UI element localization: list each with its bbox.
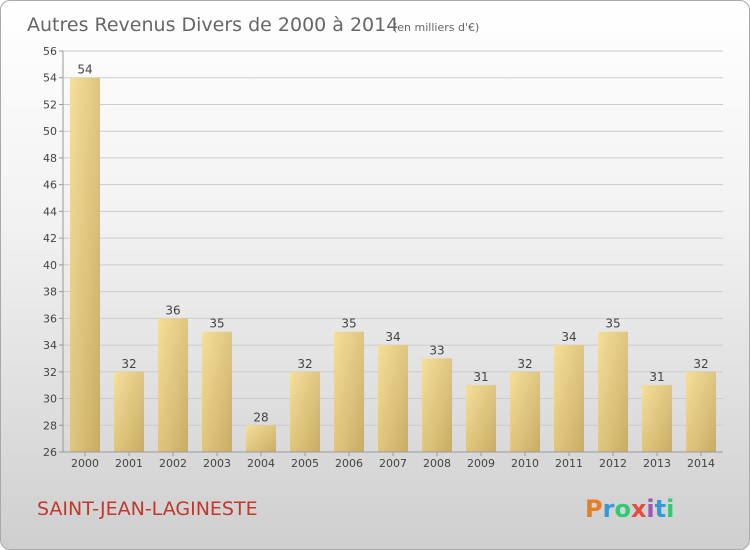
bar-2003 [202, 331, 232, 452]
data-label-2014: 32 [693, 357, 708, 371]
y-axis-ticks: 26 28 30 32 34 36 38 40 42 44 46 48 50 52 54 56 [43, 45, 63, 459]
data-label-2010: 32 [517, 357, 532, 371]
x-tick-label: 2000 [71, 457, 99, 470]
logo-letter: i [666, 495, 674, 523]
y-tick-label: 32 [43, 366, 57, 379]
data-label-2009: 31 [473, 370, 488, 384]
x-tick-label: 2008 [423, 457, 451, 470]
bar-2008 [422, 358, 452, 452]
logo-letter: x [631, 495, 647, 523]
logo-letter: o [614, 495, 631, 523]
bar-2000 [70, 77, 100, 452]
x-axis-ticks: 2000 2001 2002 2003 2004 2005 2006 2007 2008 2009… [71, 452, 715, 470]
x-tick-label: 2003 [203, 457, 231, 470]
y-tick-label: 30 [43, 393, 57, 406]
y-tick-label: 46 [43, 179, 57, 192]
x-tick-label: 2005 [291, 457, 319, 470]
y-tick-label: 40 [43, 259, 57, 272]
bar-2012 [598, 331, 628, 452]
data-label-2006: 35 [341, 317, 356, 331]
bar-2002 [158, 318, 188, 452]
y-tick-label: 52 [43, 98, 57, 111]
data-label-2002: 36 [165, 303, 180, 317]
proxiti-logo: Proxiti [585, 495, 674, 523]
x-tick-label: 2013 [643, 457, 671, 470]
bars [70, 77, 716, 452]
data-label-2012: 35 [605, 317, 620, 331]
x-tick-label: 2012 [599, 457, 627, 470]
x-tick-label: 2011 [555, 457, 583, 470]
bar-2004 [246, 425, 276, 452]
bar-2001 [114, 371, 144, 452]
chart-subtitle: (en milliers d'€) [393, 21, 479, 34]
bar-2011 [554, 345, 584, 452]
y-tick-label: 56 [43, 45, 57, 58]
logo-letter: i [646, 495, 654, 523]
x-tick-label: 2014 [687, 457, 715, 470]
x-tick-label: 2002 [159, 457, 187, 470]
data-label-2013: 31 [649, 370, 664, 384]
y-tick-label: 38 [43, 286, 57, 299]
bar-2014 [686, 371, 716, 452]
commune-name: SAINT-JEAN-LAGINESTE [37, 498, 258, 520]
data-label-2004: 28 [253, 410, 268, 424]
y-tick-label: 48 [43, 152, 57, 165]
y-tick-label: 36 [43, 312, 57, 325]
logo-letter: r [603, 495, 615, 523]
logo-letter: P [585, 495, 603, 523]
x-tick-label: 2009 [467, 457, 495, 470]
bar-2013 [642, 385, 672, 452]
bar-2007 [378, 345, 408, 452]
x-tick-label: 2006 [335, 457, 363, 470]
bar-2006 [334, 331, 364, 452]
chart-title: Autres Revenus Divers de 2000 à 2014 [27, 14, 398, 36]
y-tick-label: 44 [43, 205, 57, 218]
data-label-2011: 34 [561, 330, 576, 344]
x-tick-label: 2010 [511, 457, 539, 470]
y-tick-label: 26 [43, 446, 57, 459]
y-tick-label: 50 [43, 125, 57, 138]
data-label-2003: 35 [209, 317, 224, 331]
y-tick-label: 34 [43, 339, 57, 352]
y-tick-label: 28 [43, 419, 57, 432]
bar-2009 [466, 385, 496, 452]
logo-letter: t [655, 495, 666, 523]
data-label-2007: 34 [385, 330, 400, 344]
data-label-2005: 32 [297, 357, 312, 371]
x-tick-label: 2001 [115, 457, 143, 470]
x-tick-label: 2004 [247, 457, 275, 470]
y-tick-label: 42 [43, 232, 57, 245]
data-labels: 54 32 36 35 28 32 35 34 33 31 32 34 35 31 32 [77, 63, 708, 425]
y-tick-label: 54 [43, 72, 57, 85]
data-label-2001: 32 [121, 357, 136, 371]
bar-2010 [510, 371, 540, 452]
x-tick-label: 2007 [379, 457, 407, 470]
data-label-2000: 54 [77, 63, 92, 77]
bar-2005 [290, 371, 320, 452]
data-label-2008: 33 [429, 343, 444, 357]
